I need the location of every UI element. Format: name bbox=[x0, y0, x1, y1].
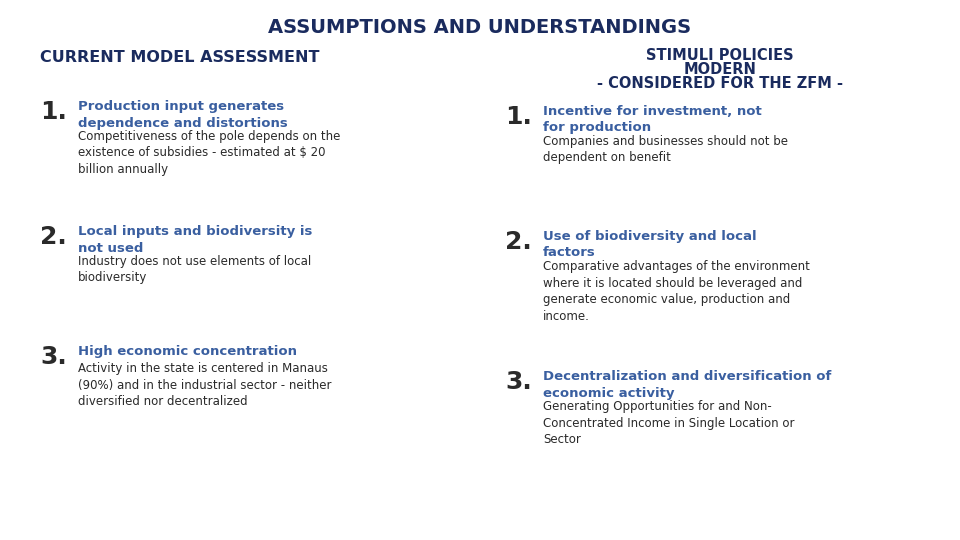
Text: 1.: 1. bbox=[40, 100, 67, 124]
Text: - CONSIDERED FOR THE ZFM -: - CONSIDERED FOR THE ZFM - bbox=[597, 76, 843, 91]
Text: ASSUMPTIONS AND UNDERSTANDINGS: ASSUMPTIONS AND UNDERSTANDINGS bbox=[269, 18, 691, 37]
Text: Competitiveness of the pole depends on the
existence of subsidies - estimated at: Competitiveness of the pole depends on t… bbox=[78, 130, 341, 176]
Text: 3.: 3. bbox=[40, 345, 67, 369]
Text: Comparative advantages of the environment
where it is located should be leverage: Comparative advantages of the environmen… bbox=[543, 260, 810, 322]
Text: Companies and businesses should not be
dependent on benefit: Companies and businesses should not be d… bbox=[543, 135, 788, 165]
Text: 2.: 2. bbox=[40, 225, 67, 249]
Text: 1.: 1. bbox=[505, 105, 532, 129]
Text: Incentive for investment, not
for production: Incentive for investment, not for produc… bbox=[543, 105, 761, 134]
Text: Production input generates
dependence and distortions: Production input generates dependence an… bbox=[78, 100, 288, 130]
Text: MODERN: MODERN bbox=[684, 62, 756, 77]
Text: Use of biodiversity and local
factors: Use of biodiversity and local factors bbox=[543, 230, 756, 260]
Text: STIMULI POLICIES: STIMULI POLICIES bbox=[646, 48, 794, 63]
Text: Industry does not use elements of local
biodiversity: Industry does not use elements of local … bbox=[78, 255, 311, 285]
Text: CURRENT MODEL ASSESSMENT: CURRENT MODEL ASSESSMENT bbox=[40, 50, 320, 65]
Text: 3.: 3. bbox=[505, 370, 532, 394]
Text: High economic concentration: High economic concentration bbox=[78, 345, 297, 358]
Text: 2.: 2. bbox=[505, 230, 532, 254]
Text: Local inputs and biodiversity is
not used: Local inputs and biodiversity is not use… bbox=[78, 225, 312, 254]
Text: Generating Opportunities for and Non-
Concentrated Income in Single Location or
: Generating Opportunities for and Non- Co… bbox=[543, 400, 795, 446]
Text: Activity in the state is centered in Manaus
(90%) and in the industrial sector -: Activity in the state is centered in Man… bbox=[78, 362, 331, 408]
Text: Decentralization and diversification of
economic activity: Decentralization and diversification of … bbox=[543, 370, 831, 400]
